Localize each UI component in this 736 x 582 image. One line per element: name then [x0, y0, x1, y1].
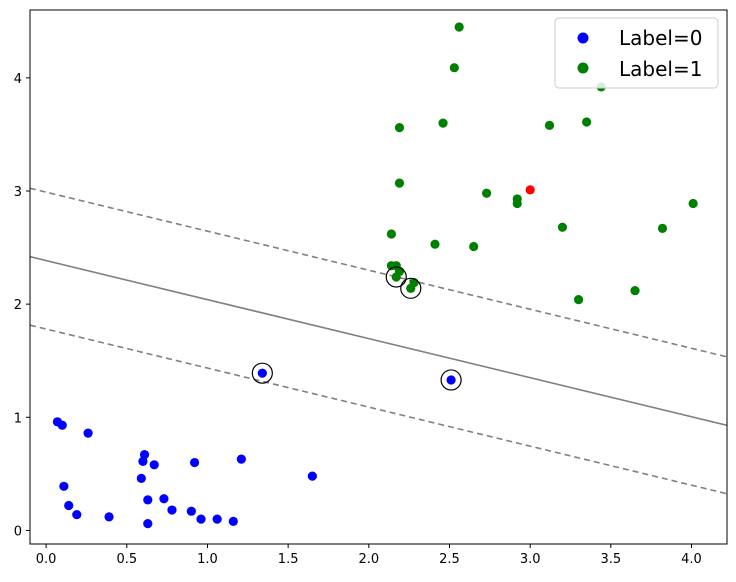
- point-label-1: [582, 117, 592, 127]
- legend-label-0: Label=0: [619, 26, 702, 50]
- point-label-0: [143, 519, 153, 529]
- point-label-1: [657, 223, 668, 233]
- point-label-0: [257, 368, 267, 378]
- x-tick-label: 0.0: [36, 552, 57, 567]
- point-label-0: [72, 509, 82, 520]
- point-label-0: [167, 505, 177, 515]
- point-label-0: [189, 457, 200, 468]
- legend-marker-label-1: [577, 62, 589, 74]
- y-tick-label: 1: [14, 411, 22, 426]
- point-label-0: [83, 428, 93, 438]
- data-points: [52, 22, 698, 529]
- point-label-0: [196, 514, 206, 524]
- x-tick-label: 2.5: [439, 552, 460, 567]
- point-label-1: [688, 198, 698, 209]
- support-vector-ring: [385, 266, 407, 288]
- point-label-1: [481, 188, 492, 198]
- legend-marker-label-0: [577, 32, 589, 44]
- point-label-1: [438, 118, 448, 128]
- point-label-1: [449, 63, 459, 73]
- support-vector-ring: [440, 369, 462, 391]
- x-tick-label: 4.0: [681, 552, 702, 567]
- y-tick-label: 0: [14, 524, 22, 539]
- point-label-1: [394, 123, 405, 133]
- x-axis: 0.0 0.5 1.0 1.5 2.0 2.5 3.0 3.5 4.0: [36, 544, 702, 567]
- point-label-0: [149, 460, 159, 470]
- point-label-0: [186, 506, 196, 516]
- x-tick-label: 1.5: [278, 552, 299, 567]
- point-label-0: [159, 494, 169, 504]
- point-label-0: [236, 454, 246, 464]
- support-vector-ring: [251, 362, 273, 384]
- x-tick-label: 2.0: [358, 552, 379, 567]
- x-tick-label: 0.5: [116, 552, 137, 567]
- point-label-0: [59, 481, 69, 491]
- point-label-0: [139, 450, 150, 460]
- point-label-0: [136, 473, 146, 483]
- legend-label-1: Label=1: [619, 57, 702, 81]
- point-label-1: [630, 285, 640, 296]
- decision-lines: [30, 187, 727, 495]
- point-label-1: [512, 198, 522, 209]
- point-label-1: [454, 22, 464, 32]
- point-label-0: [307, 471, 317, 481]
- y-tick-label: 2: [14, 298, 22, 313]
- legend-box: [554, 17, 719, 89]
- point-label-0: [228, 516, 238, 526]
- query-point: [525, 185, 535, 195]
- point-label-0: [143, 495, 153, 505]
- legend: Label=0 Label=1: [554, 17, 719, 89]
- support-vector-ring: [400, 277, 422, 299]
- y-tick-label: 4: [14, 72, 22, 87]
- decision-boundary-line: [30, 255, 727, 427]
- point-label-1: [394, 178, 405, 188]
- point-label-1: [557, 222, 568, 232]
- point-label-1: [386, 229, 397, 239]
- x-tick-label: 1.0: [197, 552, 218, 567]
- plot-frame: [29, 9, 728, 545]
- point-label-1: [544, 120, 555, 130]
- y-tick-label: 3: [14, 185, 22, 200]
- y-axis: 0 1 2 3 4: [14, 72, 30, 539]
- point-label-1: [573, 295, 584, 305]
- point-label-0: [104, 512, 114, 522]
- point-label-0: [446, 375, 456, 385]
- support-vector-markers: [251, 266, 462, 391]
- point-label-0: [64, 500, 74, 511]
- point-label-1: [430, 239, 440, 249]
- x-tick-label: 3.0: [520, 552, 541, 567]
- point-label-0: [57, 420, 67, 430]
- point-label-1: [469, 241, 479, 252]
- x-tick-label: 3.5: [600, 552, 621, 567]
- point-label-0: [212, 514, 222, 524]
